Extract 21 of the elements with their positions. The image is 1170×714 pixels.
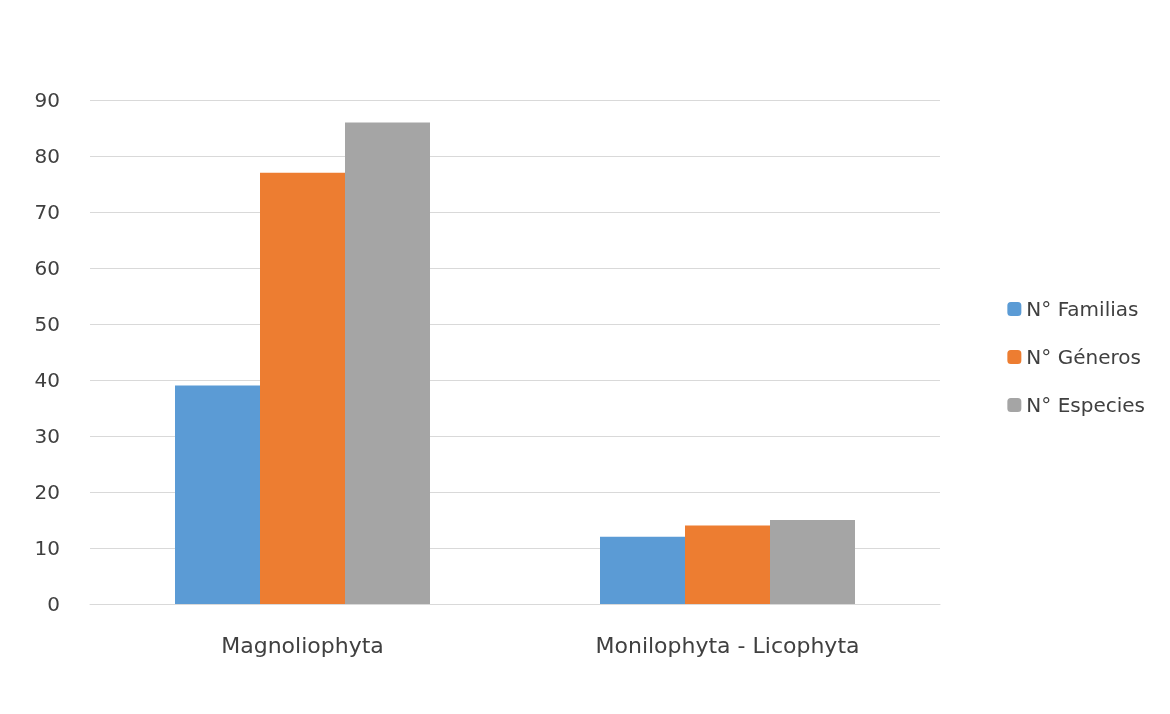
y-tick-label: 80	[34, 144, 60, 168]
legend-label: N° Géneros	[1026, 345, 1141, 369]
bar	[345, 122, 430, 604]
x-tick-label: Magnoliophyta	[221, 632, 384, 658]
bar	[685, 525, 770, 604]
y-tick-label: 40	[34, 368, 60, 392]
x-tick-label: Monilophyta - Licophyta	[595, 632, 860, 658]
y-tick-label: 50	[34, 312, 60, 336]
y-tick-label: 70	[34, 200, 60, 224]
bar	[260, 172, 345, 604]
bar	[175, 385, 260, 604]
bar	[770, 520, 855, 604]
bar	[600, 536, 685, 604]
y-tick-label: 0	[47, 592, 60, 616]
legend-label: N° Familias	[1026, 297, 1139, 321]
y-tick-label: 60	[34, 256, 60, 280]
y-tick-label: 10	[34, 536, 60, 560]
y-tick-label: 20	[34, 480, 60, 504]
y-tick-label: 90	[34, 88, 60, 112]
y-tick-label: 30	[34, 424, 60, 448]
legend-label: N° Especies	[1026, 393, 1145, 417]
